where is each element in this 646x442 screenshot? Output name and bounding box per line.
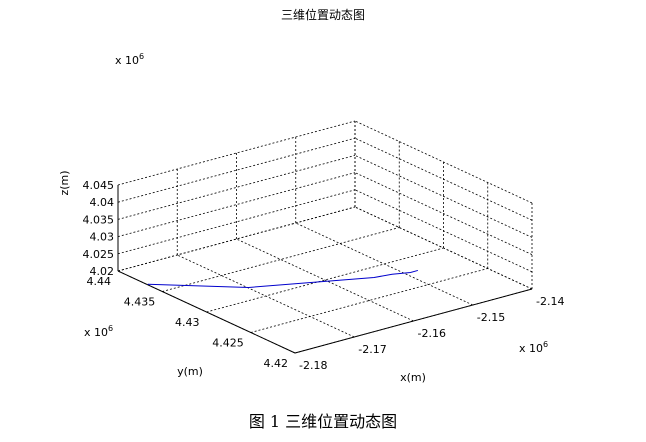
- grid-line-side-z: [354, 189, 533, 273]
- grid-line-back-z: [117, 155, 356, 220]
- x-tick-label: -2.14: [536, 295, 564, 308]
- grid-line-side-z: [354, 120, 533, 204]
- x-tick-label: -2.18: [299, 359, 327, 372]
- grid-line-back-z: [117, 137, 356, 203]
- y-tick-label: 4.44: [87, 275, 112, 288]
- y-multiplier: x 106: [84, 324, 113, 339]
- z-tick-label: 4.04: [90, 196, 115, 209]
- y-tick-label: 4.42: [264, 357, 289, 370]
- x-axis-line: [294, 288, 533, 354]
- grid-line-side-z: [354, 206, 533, 290]
- z-tick-label: 4.03: [90, 231, 115, 244]
- grid-line-back-z: [117, 172, 356, 237]
- z-tick-label: 4.025: [83, 248, 115, 261]
- grid-line-floor-y: [206, 247, 444, 313]
- axes-box: [117, 185, 533, 354]
- y-tick-label: 4.43: [175, 316, 200, 329]
- z-tick-label: 4.02: [90, 265, 115, 278]
- y-tick-label: 4.435: [124, 296, 156, 309]
- grid-line-side-z: [354, 172, 533, 255]
- z-tick-label: 4.045: [83, 179, 115, 192]
- y-tick-label: 4.425: [212, 337, 244, 350]
- y-axis-label: y(m): [177, 365, 203, 378]
- x-tick-label: -2.16: [418, 327, 446, 340]
- grid-line-floor-x: [236, 238, 414, 322]
- grid-line-back-z: [117, 206, 356, 272]
- grid-line-back-z: [117, 120, 356, 186]
- chart-3d-position: -2.18 -2.17 -2.16 -2.15 -2.14 4.42 4.425 4.43 4.…: [58, 7, 565, 384]
- x-tick-label: -2.15: [477, 311, 505, 324]
- grid-line-floor-y: [250, 268, 488, 333]
- grid-line-floor-y: [162, 227, 400, 292]
- x-axis-label: x(m): [400, 371, 426, 384]
- grid-line-side-z: [354, 137, 533, 221]
- y-axis-line: [117, 270, 296, 354]
- trajectory-line: [147, 269, 419, 288]
- z-tick-label: 4.035: [83, 213, 115, 226]
- tick-labels: -2.18 -2.17 -2.16 -2.15 -2.14 4.42 4.425 4.43 4.…: [83, 179, 565, 372]
- z-multiplier: x 106: [115, 52, 144, 67]
- grid-line-side-z: [354, 155, 533, 238]
- figure-caption: 图 1 三维位置动态图: [248, 412, 398, 431]
- grid-line-back-z: [117, 189, 356, 255]
- z-axis-label: z(m): [58, 170, 71, 195]
- x-multiplier: x 106: [519, 340, 548, 355]
- grid-lines: [117, 120, 533, 354]
- trajectory-layer: [147, 269, 419, 288]
- chart-title: 三维位置动态图: [281, 7, 365, 22]
- x-tick-label: -2.17: [358, 343, 386, 356]
